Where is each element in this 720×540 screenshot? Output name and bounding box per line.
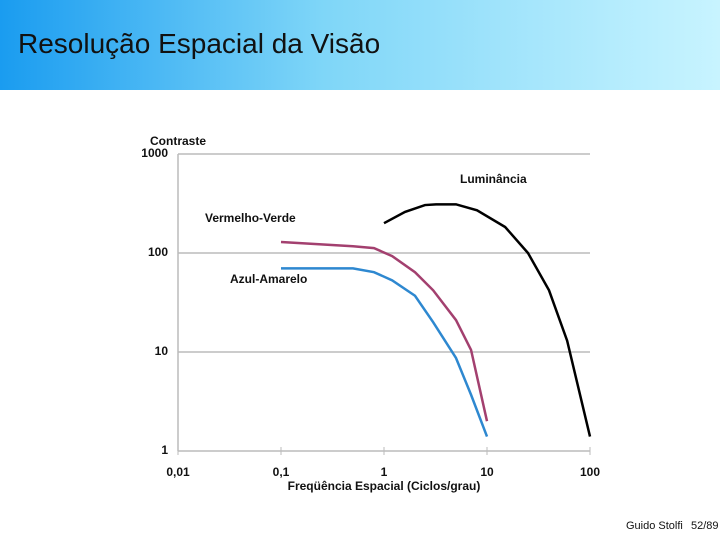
series-label: Azul-Amarelo (230, 272, 307, 286)
x-tick-label: 1 (381, 465, 388, 479)
y-tick-label: 10 (155, 344, 169, 358)
author: Guido Stolfi (626, 520, 683, 532)
y-tick-label: 100 (148, 245, 168, 259)
slide-title: Resolução Espacial da Visão (18, 28, 381, 59)
x-tick-label: 10 (480, 465, 494, 479)
page-number: 52/89 (691, 520, 719, 532)
header-band (0, 0, 720, 90)
series-line (383, 203, 592, 437)
series-label: Luminância (460, 172, 527, 186)
series-line (281, 267, 489, 437)
series-label: Vermelho-Verde (205, 211, 296, 225)
y-axis-label: Contraste (150, 134, 206, 148)
x-tick-label: 100 (580, 465, 600, 479)
x-tick-label: 0,1 (273, 465, 290, 479)
y-tick-label: 1 (161, 443, 168, 457)
x-tick-label: 0,01 (166, 465, 190, 479)
series-line (280, 240, 489, 422)
y-tick-label: 1000 (141, 146, 168, 160)
x-axis-label: Freqüência Espacial (Ciclos/grau) (288, 479, 481, 493)
